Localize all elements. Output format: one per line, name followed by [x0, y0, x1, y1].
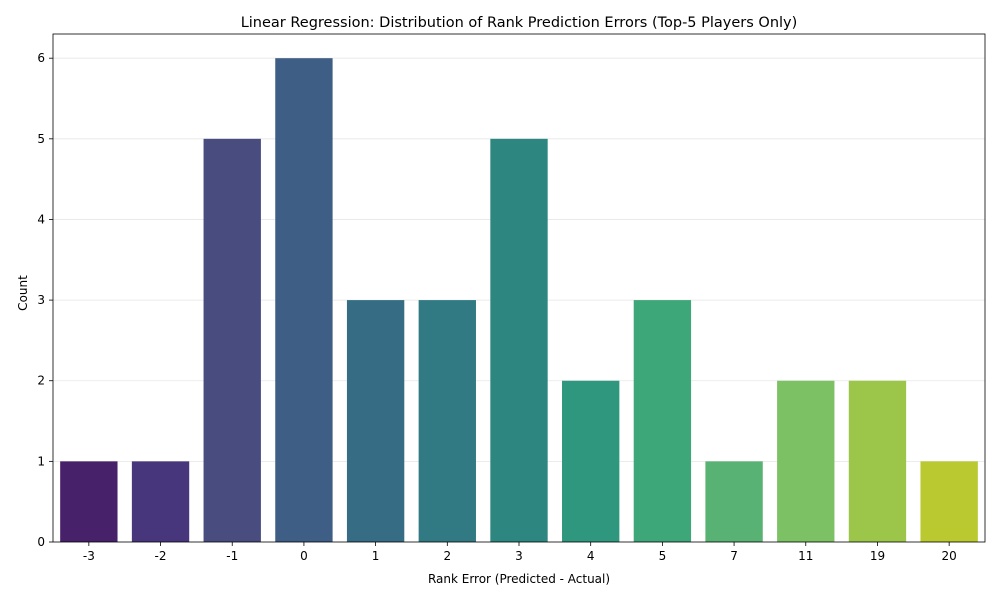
bar--1 — [203, 138, 261, 543]
bar-4 — [562, 380, 620, 542]
y-tick-label: 5 — [37, 132, 45, 146]
y-tick-label: 1 — [37, 454, 45, 468]
x-tick-label: -3 — [83, 549, 95, 563]
x-tick-label: -2 — [155, 549, 167, 563]
bar-5 — [633, 300, 692, 542]
x-tick-label: 7 — [730, 549, 738, 563]
x-tick-label: 2 — [443, 549, 451, 563]
y-axis-label: Count — [16, 275, 30, 311]
x-tick-label: 4 — [587, 549, 595, 563]
y-axis-ticks: 0 1 2 3 4 5 6 — [37, 51, 53, 549]
x-tick-label: 1 — [372, 549, 380, 563]
x-tick-label: 3 — [515, 549, 523, 563]
y-tick-label: 0 — [37, 535, 45, 549]
bar-11 — [777, 380, 835, 542]
bar-7 — [705, 461, 763, 542]
x-tick-label: -1 — [226, 549, 238, 563]
bar--2 — [131, 461, 190, 542]
y-tick-label: 3 — [37, 293, 45, 307]
bars — [60, 58, 978, 543]
bar-2 — [418, 300, 476, 542]
bar-3 — [490, 138, 548, 543]
x-tick-label: 5 — [659, 549, 667, 563]
x-tick-label: 0 — [300, 549, 308, 563]
y-tick-label: 2 — [37, 374, 45, 388]
bar--3 — [60, 461, 118, 542]
x-axis-label: Rank Error (Predicted - Actual) — [428, 572, 610, 586]
chart-title: Linear Regression: Distribution of Rank … — [241, 15, 798, 31]
x-tick-label: 19 — [870, 549, 885, 563]
x-tick-label: 11 — [798, 549, 813, 563]
bar-1 — [346, 300, 405, 542]
y-tick-label: 6 — [37, 51, 45, 65]
x-tick-label: 20 — [942, 549, 957, 563]
bar-19 — [848, 380, 907, 542]
x-axis-ticks: -3 -2 -1 0 1 2 3 4 5 7 11 19 20 — [83, 542, 957, 563]
bar-20 — [920, 461, 978, 542]
bar-0 — [275, 58, 333, 542]
y-tick-label: 4 — [37, 212, 45, 226]
